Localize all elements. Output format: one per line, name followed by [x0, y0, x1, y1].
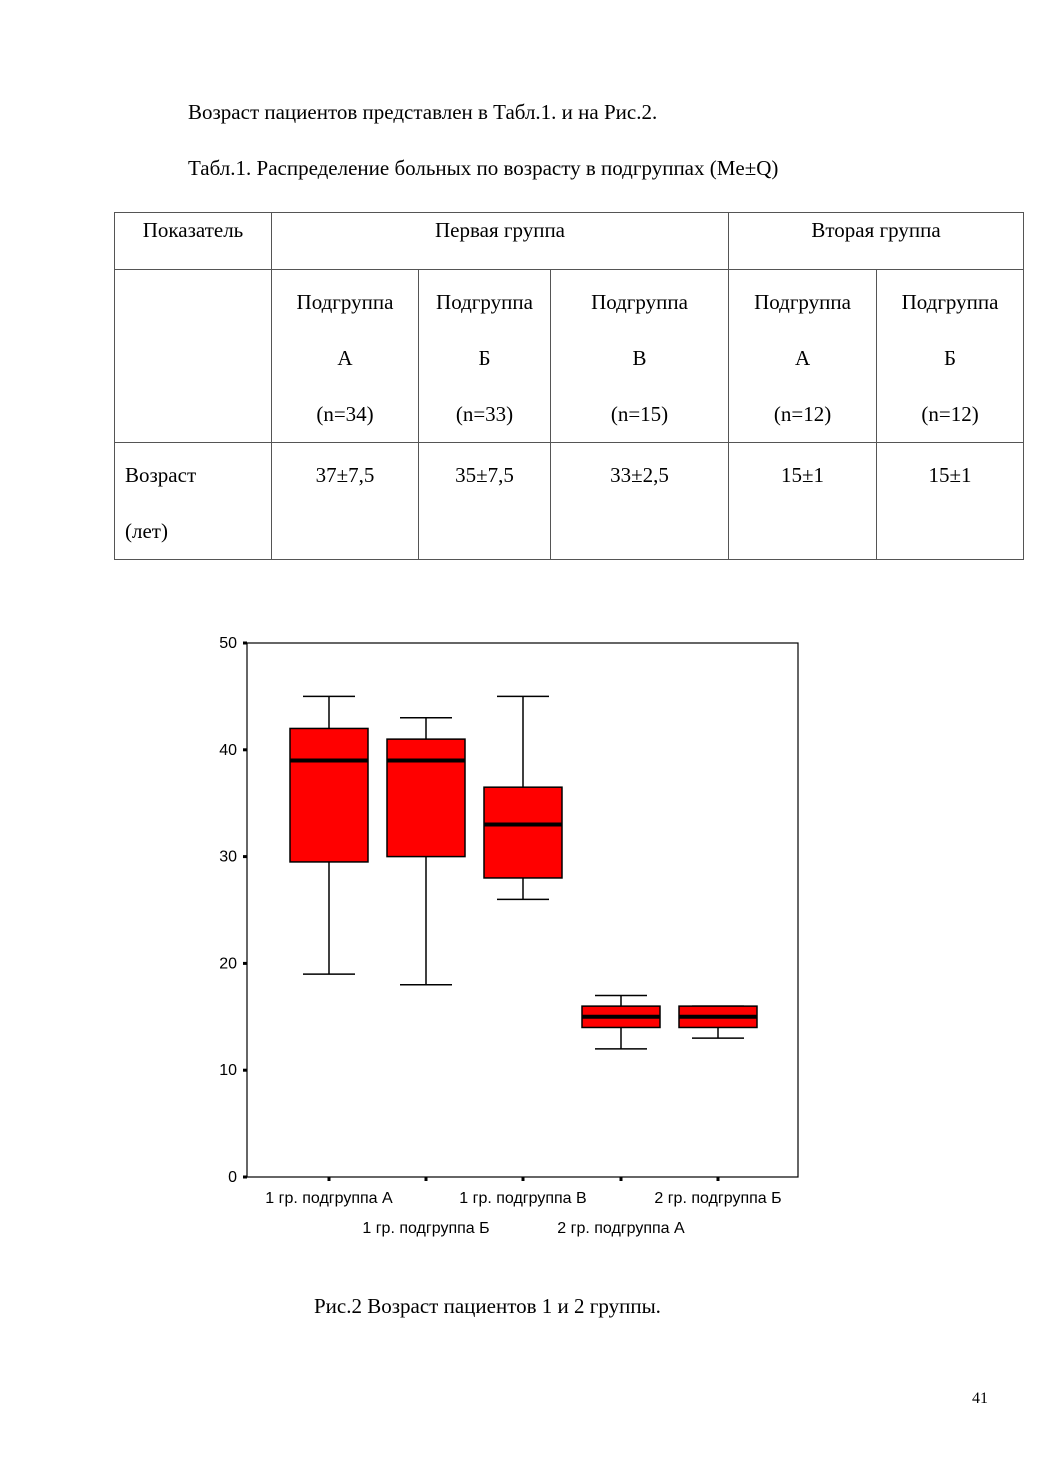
subgroup-n: (n=33) [455, 402, 514, 426]
y-tick-label: 10 [219, 1062, 237, 1079]
subgroup-title: Подгруппа [436, 290, 533, 314]
subgroup-title: Подгруппа [754, 290, 851, 314]
x-category-label: 1 гр. подгруппа Б [362, 1220, 489, 1237]
age-table: Показатель Первая группа Вторая группа П… [114, 212, 1025, 560]
figure-caption: Рис.2 Возраст пациентов 1 и 2 группы. [314, 1294, 661, 1318]
subgroup-title: Подгруппа [591, 290, 688, 314]
subgroup-n: (n=12) [921, 402, 979, 426]
subgroup-letter: А [794, 346, 811, 370]
subgroup-cell: Подгруппа Б (n=33) [418, 269, 551, 443]
y-tick-label: 20 [219, 955, 237, 972]
value-cell: 15±1 [728, 442, 878, 560]
x-category-label: 2 гр. подгруппа Б [654, 1190, 781, 1207]
value-cell: 33±2,5 [549, 442, 730, 560]
header-group1: Первая группа [270, 212, 730, 270]
subgroup-letter: Б [944, 346, 957, 370]
y-tick-label: 40 [219, 742, 237, 759]
subgroup-n: (n=12) [773, 402, 832, 426]
subgroup-letter: Б [478, 346, 491, 370]
subgroup-letter: А [337, 346, 353, 370]
x-category-label: 1 гр. подгруппа В [459, 1190, 586, 1207]
subgroup-n: (n=34) [316, 402, 374, 426]
subgroup-title: Подгруппа [296, 290, 394, 314]
header-indicator: Показатель [114, 212, 272, 270]
x-category-label: 2 гр. подгруппа А [557, 1220, 685, 1237]
subgroup-cell: Подгруппа В (n=15) [549, 269, 730, 443]
subgroup-cell: Подгруппа Б (n=12) [876, 269, 1025, 443]
table-caption: Табл.1. Распределение больных по возраст… [188, 156, 779, 180]
header-group2: Вторая группа [728, 212, 1025, 270]
intro-paragraph: Возраст пациентов представлен в Табл.1. … [188, 100, 658, 124]
row-label-unit: (лет) [125, 519, 168, 543]
y-tick-label: 30 [219, 849, 237, 866]
subgroup-title: Подгруппа [901, 290, 999, 314]
row-label-cell: Возраст (лет) [114, 442, 272, 560]
row-label: Возраст [125, 463, 197, 487]
x-category-label: 1 гр. подгруппа А [265, 1190, 393, 1207]
subgroup-n: (n=15) [610, 402, 669, 426]
subgroup-cell: Подгруппа А (n=34) [271, 269, 419, 443]
value-cell: 35±7,5 [418, 442, 551, 560]
box-iqr [289, 727, 369, 863]
page-number: 41 [972, 1390, 988, 1407]
value-cell: 15±1 [876, 442, 1025, 560]
age-boxplot-chart: 0 10 20 30 40 50 1 гр. подгруппа А 1 гр. подгру… [219, 635, 799, 1237]
box-iqr [483, 786, 563, 879]
empty-cell [114, 269, 272, 443]
subgroup-letter: В [632, 346, 647, 370]
y-tick-label: 0 [228, 1169, 237, 1186]
box-iqr [386, 738, 466, 858]
value-cell: 37±7,5 [271, 442, 419, 560]
table-value-row: Возраст (лет) 37±7,5 35±7,5 33±2,5 15±1 … [114, 442, 1025, 560]
subgroup-cell: Подгруппа А (n=12) [728, 269, 878, 443]
table-subgroup-row: Подгруппа А (n=34) Подгруппа Б (n=33) По… [114, 269, 1025, 443]
y-tick-label: 50 [219, 635, 237, 652]
table-header-row: Показатель Первая группа Вторая группа [114, 212, 1025, 270]
